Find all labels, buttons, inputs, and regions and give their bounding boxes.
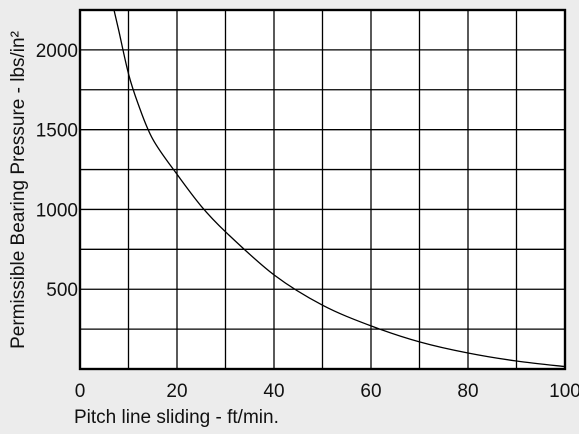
x-tick-label: 100 [549, 381, 579, 402]
x-tick-label: 0 [75, 381, 86, 402]
x-tick-labels: 0 20 40 60 80 100 [75, 381, 579, 402]
y-tick-label: 2000 [36, 41, 78, 62]
y-tick-label: 1500 [36, 121, 78, 142]
x-tick-label: 80 [457, 381, 478, 402]
x-tick-label: 20 [166, 381, 187, 402]
plot-frame [78, 8, 567, 371]
grid [80, 10, 565, 369]
y-tick-label: 500 [46, 280, 78, 301]
y-tick-labels: 500 1000 1500 2000 [36, 41, 78, 301]
x-axis-title: Pitch line sliding - ft/min. [74, 407, 279, 428]
x-tick-label: 40 [263, 381, 284, 402]
y-tick-label: 1000 [36, 200, 78, 221]
x-tick-label: 60 [360, 381, 381, 402]
y-axis-title: Permissible Bearing Pressure - lbs/in² [8, 31, 29, 349]
series-curve [113, 9, 566, 368]
